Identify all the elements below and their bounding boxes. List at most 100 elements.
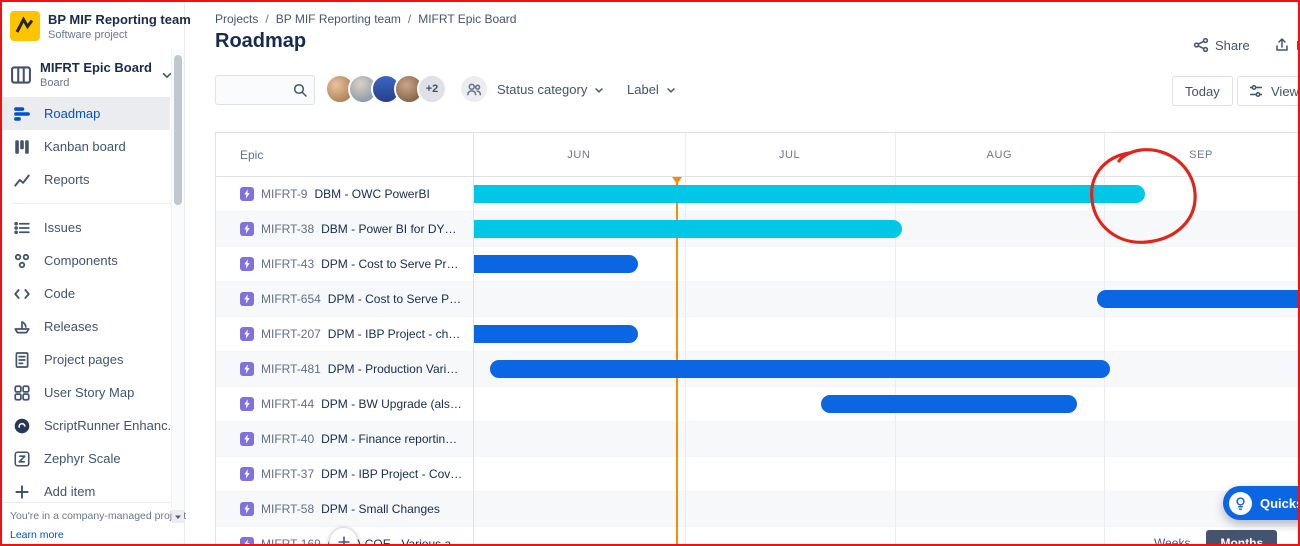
quickstart-button[interactable]: Quicks (1223, 486, 1300, 520)
month-label: JUL (778, 149, 801, 161)
sidebar: BP MIF Reporting team Software project M… (2, 2, 191, 544)
breadcrumb-projects[interactable]: Projects (215, 12, 259, 26)
releases-ship-icon (12, 318, 32, 336)
search-input[interactable] (222, 77, 290, 103)
breadcrumb-board[interactable]: MIFRT Epic Board (418, 12, 517, 26)
story-map-grid-icon (12, 384, 32, 402)
epic-icon (240, 432, 254, 446)
view-settings-button[interactable]: View se (1237, 76, 1299, 106)
sidebar-item-scriptrunner[interactable]: ScriptRunner Enhanc... (2, 409, 170, 442)
avatar-overflow-badge[interactable]: +2 (417, 74, 447, 104)
sidebar-item-reports[interactable]: Reports (2, 163, 170, 196)
project-name: BP MIF Reporting team (48, 11, 191, 27)
status-filter-label: Status category (497, 82, 588, 97)
nav-label: Add item (44, 484, 96, 499)
status-category-filter[interactable]: Status category (497, 82, 605, 97)
code-icon (12, 285, 32, 303)
month-label: SEP (1189, 149, 1213, 161)
breadcrumb-team[interactable]: BP MIF Reporting team (275, 12, 401, 26)
month-label: JUN (567, 149, 591, 161)
epic-cell[interactable]: MIFRT-9 DBM - OWC PowerBI (216, 177, 473, 211)
search-icon (292, 82, 308, 98)
nav-label: Project pages (44, 352, 124, 367)
share-label: Share (1215, 37, 1250, 53)
weeks-button[interactable]: Weeks (1154, 536, 1191, 546)
gantt-bar[interactable] (1097, 290, 1298, 308)
project-header: BP MIF Reporting team Software project (2, 2, 191, 50)
reports-icon (12, 171, 32, 189)
sidebar-item-issues[interactable]: Issues (2, 211, 170, 244)
sidebar-nav: Roadmap Kanban board Reports Issues Comp… (2, 97, 184, 508)
today-button[interactable]: Today (1172, 76, 1233, 106)
board-type: Board (40, 77, 70, 89)
nav-label: Kanban board (44, 139, 126, 154)
gantt-bar[interactable] (473, 325, 638, 343)
sidebar-item-kanban-board[interactable]: Kanban board (2, 130, 170, 163)
breadcrumb: Projects / BP MIF Reporting team / MIFRT… (215, 12, 517, 26)
epic-icon (240, 187, 254, 201)
zephyr-icon (12, 450, 32, 468)
share-icon (1193, 37, 1209, 53)
months-button[interactable]: Months (1206, 530, 1278, 544)
roadmap-gantt: Epic JUN JUL AUG SEP MIFRT-9 DBM - OWC Po… (215, 132, 1298, 544)
scrollbar-thumb[interactable] (174, 55, 182, 205)
chevron-down-icon (665, 84, 677, 96)
export-button[interactable]: E (1268, 33, 1298, 57)
group-avatar[interactable] (459, 74, 489, 104)
gantt-bar[interactable] (489, 360, 1111, 378)
table-row: MIFRT-58 DPM - Small Changes (216, 492, 1298, 527)
table-row: MIFRT-169 GF TA COE - Various a... (216, 527, 1298, 544)
chevron-down-icon (160, 68, 174, 82)
nav-label: Releases (44, 319, 99, 334)
scrollbar-down-arrow-icon[interactable] (172, 510, 184, 523)
avatar-group: +2 (325, 74, 489, 104)
epic-icon (240, 222, 254, 236)
sidebar-scrollbar[interactable] (171, 50, 184, 523)
board-icon (10, 64, 32, 86)
sidebar-item-code[interactable]: Code (2, 277, 170, 310)
gantt-bar[interactable] (473, 255, 638, 273)
nav-label: Reports (44, 172, 90, 187)
sidebar-item-releases[interactable]: Releases (2, 310, 170, 343)
view-settings-label: View se (1271, 83, 1299, 99)
issues-icon (12, 219, 32, 237)
gantt-bar[interactable] (473, 185, 1145, 203)
epic-cell[interactable]: MIFRT-169 GF TA COE - Various a... (216, 527, 473, 544)
sidebar-item-components[interactable]: Components (2, 244, 170, 277)
sidebar-item-zephyr-scale[interactable]: Zephyr Scale (2, 442, 170, 475)
sidebar-item-user-story-map[interactable]: User Story Map (2, 376, 170, 409)
board-selector[interactable]: MIFRT Epic Board Board (2, 54, 184, 95)
share-button[interactable]: Share (1187, 33, 1256, 57)
sidebar-item-project-pages[interactable]: Project pages (2, 343, 170, 376)
scriptrunner-icon (12, 417, 32, 435)
plus-icon (337, 535, 350, 544)
people-icon (465, 80, 483, 98)
project-type: Software project (48, 28, 128, 41)
gantt-bar[interactable] (820, 395, 1078, 413)
nav-label: Issues (44, 220, 82, 235)
epic-icon (240, 292, 254, 306)
epic-cell[interactable]: MIFRT-58 DPM - Small Changes (216, 492, 473, 526)
gantt-bar[interactable] (473, 220, 903, 238)
page-title: Roadmap (215, 30, 307, 52)
label-filter[interactable]: Label (627, 82, 677, 97)
main-content: Projects / BP MIF Reporting team / MIFRT… (185, 2, 1298, 544)
roadmap-search (215, 75, 315, 105)
learn-more-link[interactable]: Learn more (10, 529, 64, 541)
epic-icon (240, 537, 254, 544)
sidebar-item-add-item[interactable]: Add item (2, 475, 170, 508)
timeline-zoom-control: Weeks Months (1148, 530, 1278, 546)
sidebar-item-roadmap[interactable]: Roadmap (2, 97, 170, 130)
quickstart-label: Quicks (1260, 495, 1300, 511)
gantt-rows: MIFRT-9 DBM - OWC PowerBI MIFRT-38 DBM - P… (216, 177, 1298, 544)
